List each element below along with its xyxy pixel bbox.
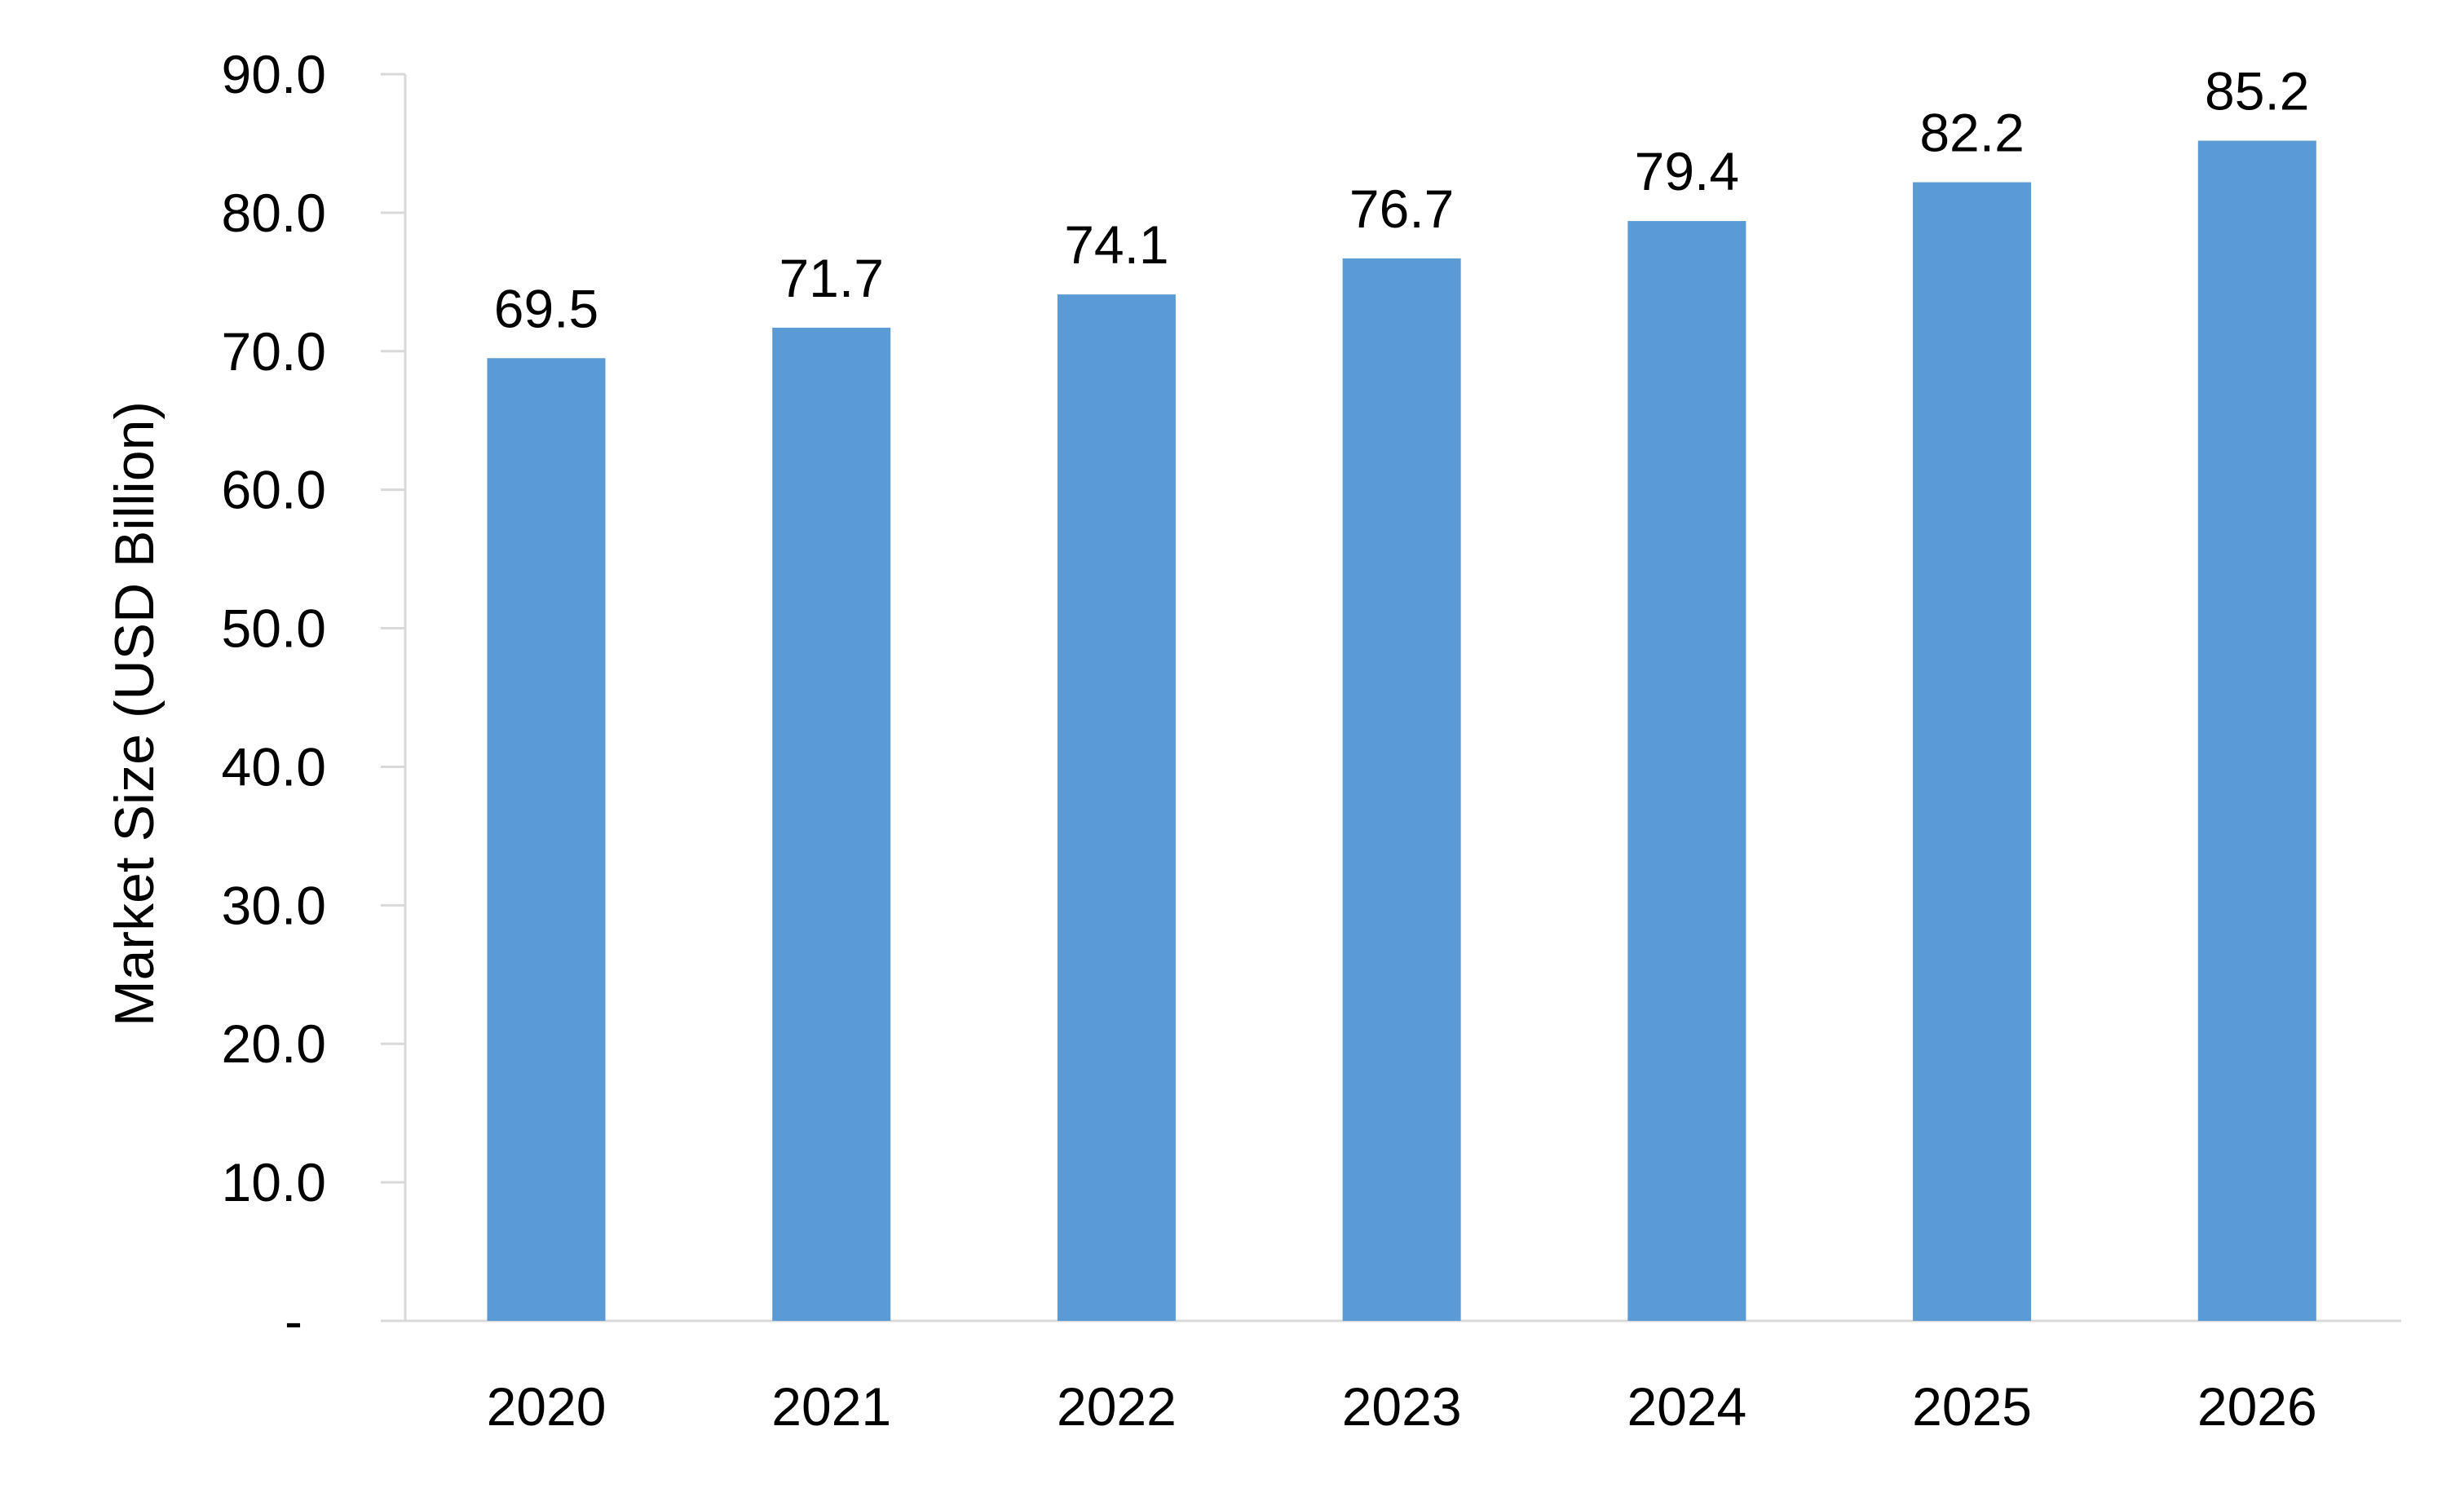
data-label-2025: 82.2 xyxy=(1919,103,2024,163)
x-tick-labels: 2020 2021 2022 2023 2024 2025 2026 xyxy=(487,1376,2317,1437)
bars xyxy=(487,140,2316,1322)
y-axis xyxy=(381,73,407,1322)
x-tick-label-2022: 2022 xyxy=(1057,1376,1177,1437)
y-axis-title: Market Size (USD Billion) xyxy=(104,401,166,1027)
x-tick-label-2023: 2023 xyxy=(1342,1376,1462,1437)
y-tick-label: 70.0 xyxy=(222,321,326,382)
data-label-2022: 74.1 xyxy=(1064,214,1168,275)
y-tick-label: 60.0 xyxy=(222,460,326,520)
y-tick-label: 10.0 xyxy=(222,1152,326,1212)
bar-2021 xyxy=(772,327,891,1321)
data-label-2023: 76.7 xyxy=(1349,179,1454,239)
bar-2025 xyxy=(1913,182,2032,1322)
data-labels: 69.5 71.7 74.1 76.7 79.4 82.2 85.2 xyxy=(494,61,2310,339)
x-tick-label-2026: 2026 xyxy=(2197,1376,2317,1437)
y-tick-label: 90.0 xyxy=(222,44,326,104)
bar-2022 xyxy=(1057,294,1176,1322)
bar-2020 xyxy=(487,358,606,1321)
y-tick-label: 20.0 xyxy=(222,1013,326,1074)
x-tick-label-2020: 2020 xyxy=(487,1376,607,1437)
y-tick-label: 80.0 xyxy=(222,183,326,243)
x-tick-label-2025: 2025 xyxy=(1912,1376,2032,1437)
bar-2026 xyxy=(2197,140,2316,1322)
y-tick-label: 40.0 xyxy=(222,736,326,797)
data-label-2024: 79.4 xyxy=(1635,141,1739,201)
data-label-2021: 71.7 xyxy=(779,248,883,308)
bar-2024 xyxy=(1627,221,1746,1321)
y-tick-label: - xyxy=(285,1291,302,1351)
data-label-2020: 69.5 xyxy=(494,278,598,338)
x-tick-label-2024: 2024 xyxy=(1627,1376,1746,1437)
y-tick-label: 50.0 xyxy=(222,598,326,659)
y-tick-labels: - 10.0 20.0 30.0 40.0 50.0 60.0 70.0 80.0 90.0 xyxy=(222,44,326,1351)
data-label-2026: 85.2 xyxy=(2205,61,2309,121)
y-tick-label: 30.0 xyxy=(222,875,326,935)
bar-2023 xyxy=(1342,258,1461,1322)
x-tick-label-2021: 2021 xyxy=(771,1376,891,1437)
